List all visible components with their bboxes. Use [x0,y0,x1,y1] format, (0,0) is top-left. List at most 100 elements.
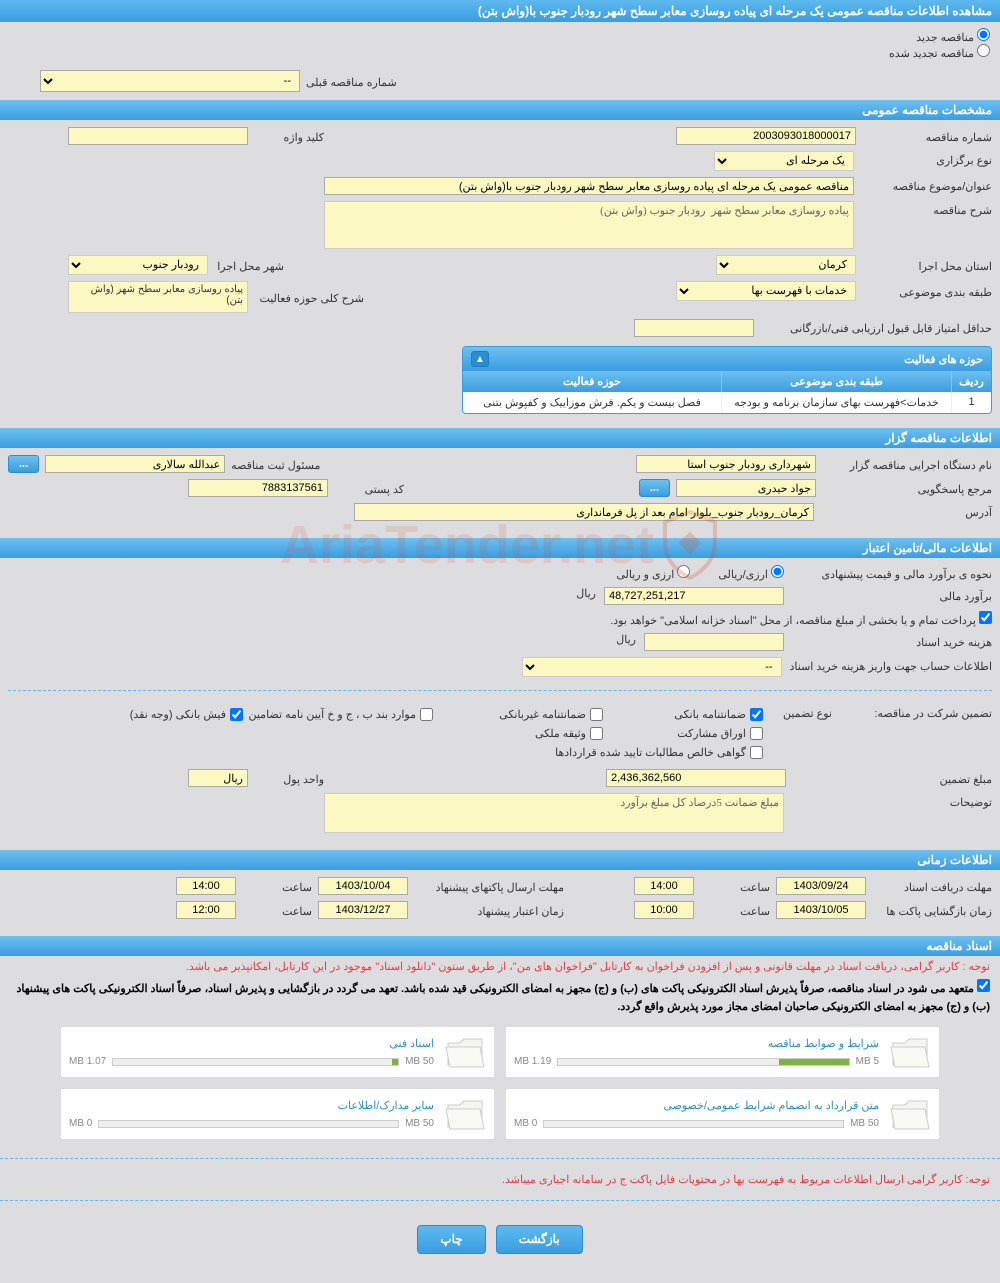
prev-tender-select[interactable]: -- [40,70,300,92]
doc-title: اسناد فنی [69,1037,434,1050]
method-radio-1[interactable]: ارزی/ریالی [718,565,784,581]
doc-deadline-date[interactable] [776,877,866,895]
address-field[interactable] [354,503,814,521]
officer-field[interactable] [45,455,225,473]
estimate-field[interactable] [604,587,784,605]
unit-field[interactable] [188,769,248,787]
officer-label: مسئول ثبت مناقصه [231,456,320,472]
doc-card[interactable]: سایر مدارک/اطلاعات 50 MB 0 MB [60,1088,495,1140]
method-label: نحوه ی برآورد مالی و قیمت پیشنهادی [792,565,992,581]
keyword-label: کلید واژه [254,128,324,144]
rial-unit: ریال [576,587,596,600]
separator-2 [0,1158,1000,1159]
min-score-label: حداقل امتیاز قابل قبول ارزیابی فنی/بازرگ… [762,319,992,335]
doc-card[interactable]: شرایط و ضوابط مناقصه 5 MB 1.19 MB [505,1026,940,1078]
doc-title: متن قرارداد به انضمام شرایط عمومی/خصوصی [514,1099,879,1112]
radio-renewed[interactable]: مناقصه تجدید شده [889,48,990,60]
collapse-button[interactable]: ▲ [471,351,489,367]
validity-time[interactable] [176,901,236,919]
open-date[interactable] [776,901,866,919]
account-select[interactable]: -- [522,657,782,677]
progress-bar [543,1120,844,1128]
separator-3 [0,1200,1000,1201]
contact-lookup-button[interactable]: ... [639,479,670,497]
category-select[interactable]: خدمات با فهرست بها [676,281,856,301]
open-time[interactable] [634,901,694,919]
radio-new[interactable]: مناقصه جدید [916,32,990,44]
contact-field[interactable] [676,479,816,497]
activity-table-title: حوزه های فعالیت [904,353,983,366]
guarantee-amt-field[interactable] [606,769,786,787]
doc-card[interactable]: متن قرارداد به انضمام شرایط عمومی/خصوصی5… [505,1088,940,1140]
doc-deadline-label: مهلت دریافت اسناد [872,878,992,894]
folder-icon [889,1033,931,1071]
doc-size-total: 50 MB [405,1056,434,1067]
doc-fee-label: هزینه خرید اسناد [792,633,992,649]
section-time: اطلاعات زمانی [0,850,1000,870]
city-select[interactable]: رودبار جنوب [68,255,208,275]
subject-field[interactable] [324,177,854,195]
cb-certificate[interactable]: گواهی خالص مطالبات تایید شده قراردادها [453,746,763,759]
method-radio-2[interactable]: ارزی و ریالی [616,565,690,581]
validity-date[interactable] [318,901,408,919]
cb-bank-guarantee[interactable]: ضمانتنامه بانکی [623,708,763,721]
docs-note-red-2: توجه: کاربر گرامی ارسال اطلاعات مربوط به… [0,1169,1000,1190]
cb-bonds[interactable]: اوراق مشارکت [623,727,763,740]
type-select[interactable]: یک مرحله ای [714,151,854,171]
unit-label: واحد پول [254,770,324,786]
account-label: اطلاعات حساب جهت واریز هزینه خرید اسناد [790,657,992,673]
doc-size-total: 5 MB [856,1056,879,1067]
doc-deadline-time[interactable] [634,877,694,895]
doc-size-used: 1.19 MB [514,1056,551,1067]
contact-label: مرجع پاسخگویی [822,480,992,496]
cb-bylaw[interactable]: موارد بند ب ، ج و خ آیین نامه تضامین [263,708,433,721]
keyword-field[interactable] [68,127,248,145]
section-docs: اسناد مناقصه [0,936,1000,956]
cb-nonbank-guarantee[interactable]: ضمانتنامه غیربانکی [453,708,603,721]
guarantee-amt-label: مبلغ تضمین [792,770,992,786]
activity-desc-field: پیاده روسازی معابر سطح شهر (واش بتن) [68,281,248,313]
doc-size-used: 0 MB [514,1118,537,1129]
prev-tender-label: شماره مناقصه قبلی [306,73,397,89]
packet-send-label: مهلت ارسال پاکتهای پیشنهاد [414,878,564,894]
org-field[interactable] [636,455,816,473]
doc-size-used: 1.07 MB [69,1056,106,1067]
guarantee-checkboxes: ضمانتنامه بانکی ضمانتنامه غیربانکی موارد… [33,704,763,763]
desc-field[interactable]: پیاده روسازی معابر سطح شهر رودبار جنوب (… [324,201,854,249]
commitment-checkbox[interactable] [977,979,990,992]
doc-card[interactable]: اسناد فنی 50 MB 1.07 MB [60,1026,495,1078]
progress-bar [112,1058,399,1066]
col-row: ردیف [951,371,991,392]
guarantee-header: تضمین شرکت در مناقصه: [852,704,992,720]
cb-bank-receipt[interactable]: فیش بانکی (وجه نقد) [33,708,243,721]
officer-lookup-button[interactable]: ... [8,455,39,473]
postal-label: کد پستی [334,480,404,496]
doc-size-used: 0 MB [69,1118,92,1129]
category-label: طبقه بندی موضوعی [862,283,992,299]
type-label: نوع برگزاری [862,151,992,167]
doc-title: شرایط و ضوابط مناقصه [514,1037,879,1050]
fin-desc-field[interactable]: مبلغ ضمانت 5درصاد کل مبلغ برآورد [324,793,784,833]
activity-table: حوزه های فعالیت ▲ ردیف طبقه بندی موضوعی … [462,346,992,414]
packet-send-time[interactable] [176,877,236,895]
cb-property[interactable]: وثیقه ملکی [453,727,603,740]
doc-title: سایر مدارک/اطلاعات [69,1099,434,1112]
province-select[interactable]: کرمان [716,255,856,275]
tender-no-field[interactable] [676,127,856,145]
doc-size-total: 50 MB [405,1118,434,1129]
city-label: شهر محل اجرا [214,257,284,273]
page-title: مشاهده اطلاعات مناقصه عمومی یک مرحله ای … [0,0,1000,22]
packet-send-date[interactable] [318,877,408,895]
back-button[interactable]: بازگشت [496,1225,583,1254]
postal-field[interactable] [188,479,328,497]
doc-fee-field[interactable] [644,633,784,651]
print-button[interactable]: چاپ [417,1225,485,1254]
tender-type-radios: مناقصه جدید مناقصه تجدید شده [0,22,1000,66]
progress-bar [98,1120,399,1128]
treasury-checkbox[interactable]: پرداخت تمام و یا بخشی از مبلغ مناقصه، از… [610,611,992,627]
col-activity: حوزه فعالیت [463,371,721,392]
separator [8,690,992,691]
subject-label: عنوان/موضوع مناقصه [862,177,992,193]
open-label: زمان بازگشایی پاکت ها [872,902,992,918]
min-score-field[interactable] [634,319,754,337]
